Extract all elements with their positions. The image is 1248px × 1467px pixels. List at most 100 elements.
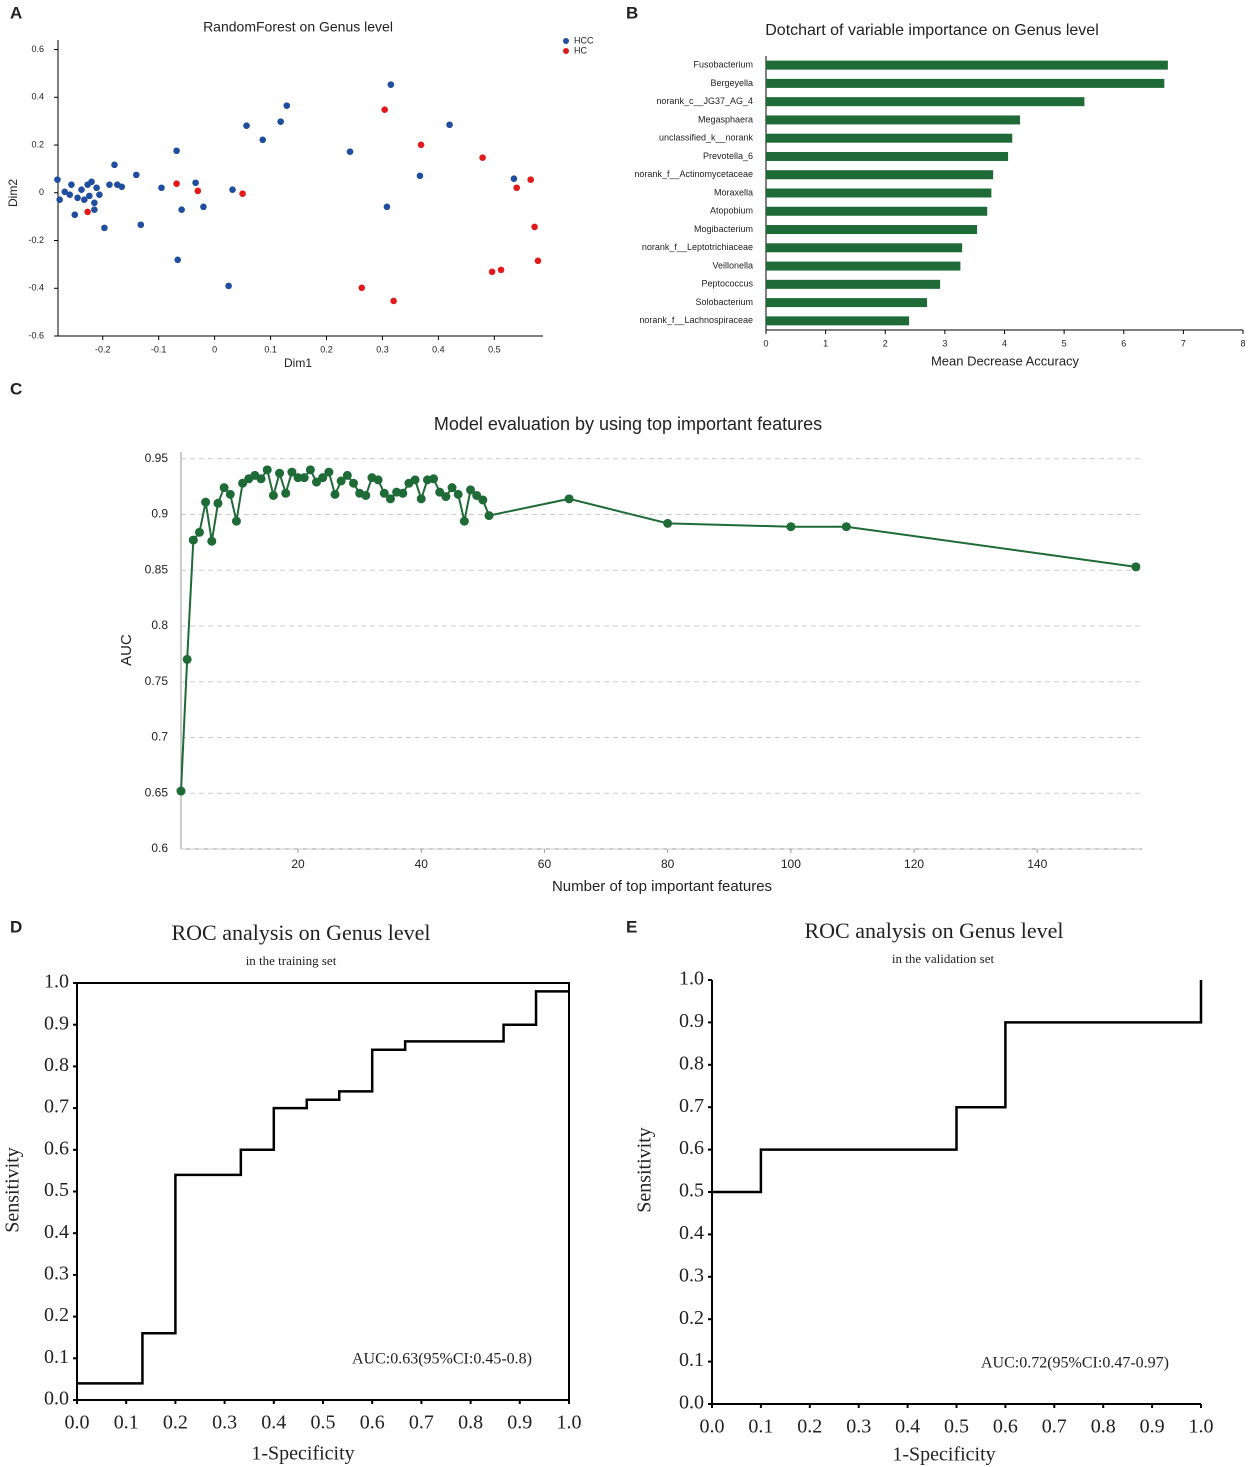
point [86, 192, 93, 200]
point [358, 284, 366, 292]
y-tick-label: 0.5 [679, 1180, 704, 1202]
y-tick-label: 0.85 [145, 562, 169, 576]
y-axis-label: Dim2 [6, 179, 20, 207]
x-tick-label: 7 [1181, 338, 1186, 348]
legend-label: HCC [574, 35, 594, 45]
point [256, 474, 266, 484]
y-tick-label: 0.4 [679, 1222, 704, 1244]
point [416, 494, 426, 504]
y-tick-label: 0.8 [44, 1054, 69, 1076]
x-tick-label: 2 [883, 338, 888, 348]
x-tick-label: 0.8 [1091, 1416, 1116, 1438]
point [786, 522, 796, 532]
x-tick-label: 5 [1062, 338, 1067, 348]
point [225, 282, 232, 290]
annotation: AUC:0.63(95%CI:0.45-0.8) [352, 1351, 532, 1368]
point [277, 118, 284, 125]
x-tick-label: 0.4 [261, 1412, 286, 1434]
x-tick-label: 0.2 [320, 344, 333, 354]
point [71, 211, 79, 219]
x-tick-label: 8 [1240, 338, 1245, 348]
point [194, 187, 202, 195]
point [441, 492, 451, 502]
x-tick-label: 3 [942, 338, 947, 348]
x-axis-label: 1-Specificity [892, 1444, 995, 1466]
bar [766, 298, 927, 308]
y-axis-label: Sensitivity [634, 1127, 656, 1213]
y-tick-label: 0.6 [151, 841, 168, 855]
point [398, 488, 408, 498]
y-tick-label: 0.4 [44, 1221, 69, 1243]
point [342, 470, 352, 480]
category-label: Solobacterium [695, 297, 753, 307]
x-tick-label: 1.0 [557, 1412, 582, 1434]
x-tick-label: 0.1 [114, 1412, 139, 1434]
category-label: norank_f__Leptotrichiaceae [642, 242, 753, 252]
point [84, 208, 91, 216]
line [180, 467, 1136, 792]
point [453, 489, 463, 499]
x-tick-label: 0.5 [944, 1416, 969, 1438]
x-tick-label: 40 [415, 857, 429, 871]
point [68, 181, 75, 188]
chart-title: ROC analysis on Genus level [171, 920, 430, 945]
x-tick-label: -0.2 [95, 344, 111, 354]
line [77, 990, 569, 1385]
point [93, 184, 100, 192]
point [488, 268, 496, 276]
x-axis-label: Dim1 [284, 356, 312, 370]
x-tick-label: 0.7 [1042, 1416, 1067, 1438]
category-label: Atopobium [710, 206, 753, 216]
bar [766, 225, 978, 235]
point [56, 196, 63, 203]
point [106, 181, 113, 188]
y-axis-label: Sensitivity [2, 1147, 24, 1233]
legend-marker [563, 48, 569, 54]
point [484, 511, 494, 521]
bar [766, 151, 1009, 161]
point [410, 475, 420, 485]
category-label: Megasphaera [698, 114, 753, 124]
panel-label: D [10, 917, 22, 936]
point [61, 188, 69, 196]
point [118, 183, 126, 191]
annotation: AUC:0.72(95%CI:0.47-0.97) [981, 1355, 1169, 1372]
point [91, 206, 98, 214]
point [101, 224, 108, 232]
chart-title: RandomForest on Genus level [203, 19, 393, 35]
point [207, 536, 217, 546]
x-tick-label: 80 [661, 857, 675, 871]
y-tick-label: 0.2 [679, 1307, 704, 1329]
x-tick-label: 20 [291, 857, 305, 871]
y-tick-label: 0.5 [44, 1179, 69, 1201]
x-tick-label: 140 [1027, 857, 1047, 871]
x-tick-label: 0.9 [1140, 1416, 1165, 1438]
chart-title: Model evaluation by using top important … [434, 414, 822, 434]
x-tick-label: 0.0 [700, 1416, 725, 1438]
y-tick-label: -0.6 [28, 330, 44, 340]
y-tick-label: 0.7 [679, 1095, 704, 1117]
y-tick-label: 0.6 [44, 1137, 69, 1159]
point [281, 488, 291, 498]
point [417, 141, 425, 149]
y-tick-label: 0.6 [679, 1137, 704, 1159]
bar [766, 78, 1165, 88]
point [182, 654, 192, 664]
x-tick-label: 1.0 [1189, 1416, 1214, 1438]
panel-label: B [626, 3, 638, 22]
category-label: norank_f__Lachnospiraceae [639, 315, 753, 325]
point [390, 297, 397, 305]
x-tick-label: 0.0 [65, 1412, 90, 1434]
bar [766, 60, 1168, 70]
x-axis-label: Number of top important features [552, 878, 772, 895]
x-tick-label: 0.1 [748, 1416, 773, 1438]
chart-subtitle: in the training set [246, 953, 337, 968]
point [188, 535, 198, 545]
x-tick-label: -0.1 [151, 344, 167, 354]
bar [766, 279, 941, 289]
point [91, 199, 98, 207]
y-tick-label: 0.0 [679, 1392, 704, 1414]
category-label: Bergeyella [710, 78, 753, 88]
x-tick-label: 0.3 [376, 344, 389, 354]
point [447, 483, 457, 493]
